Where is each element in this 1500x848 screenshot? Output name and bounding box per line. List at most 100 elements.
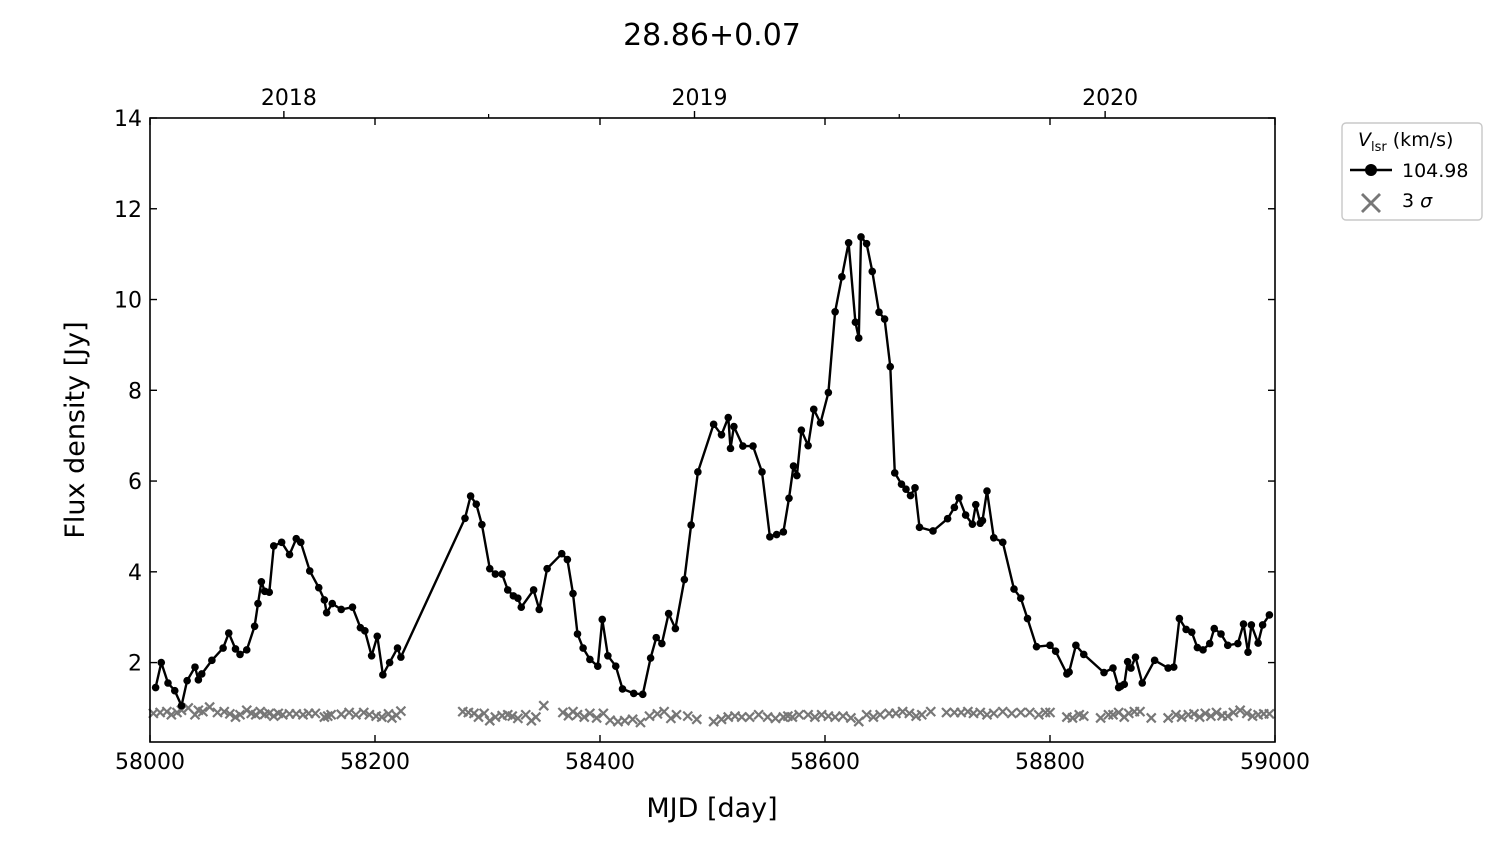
sigma-x-marker — [376, 711, 388, 723]
data-point — [1234, 639, 1242, 648]
data-point — [503, 586, 512, 594]
sigma-x-marker — [762, 711, 773, 723]
sigma-x-marker — [343, 707, 355, 718]
sigma-x-stroke — [762, 711, 773, 723]
sigma-x-stroke — [619, 715, 631, 726]
data-point — [978, 516, 987, 525]
data-point — [224, 629, 233, 637]
data-point — [658, 639, 666, 648]
sigma-x-stroke — [490, 711, 501, 723]
data-point — [1265, 611, 1274, 619]
x-tick-label: 59000 — [1240, 750, 1310, 775]
data-point — [305, 567, 314, 575]
sigma-x-marker — [335, 709, 347, 720]
data-point — [385, 658, 394, 667]
sigma-x-stroke — [212, 707, 223, 718]
data-point — [1016, 594, 1025, 602]
sigma-x-marker — [572, 709, 583, 721]
sigma-x-marker — [665, 713, 677, 724]
top-year-label: 2018 — [261, 86, 317, 111]
sigma-x-marker — [1044, 707, 1056, 718]
sigma-x-stroke — [1234, 704, 1246, 716]
y-tick-label: 14 — [114, 107, 142, 132]
sigma-x-marker — [861, 709, 872, 721]
sigma-x-stroke — [997, 706, 1009, 717]
sigma-x-marker — [671, 709, 682, 721]
data-point — [838, 273, 846, 281]
data-point — [485, 564, 494, 573]
sigma-x-stroke — [204, 701, 215, 713]
sigma-x-marker — [874, 709, 886, 721]
sigma-x-stroke — [1134, 706, 1146, 717]
sigma-x-stroke — [1073, 709, 1085, 721]
sigma-x-stroke — [981, 709, 993, 721]
sigma-x-stroke — [1199, 708, 1211, 719]
sigma-x-marker — [204, 701, 215, 713]
data-point — [1072, 641, 1080, 650]
data-point — [1065, 668, 1073, 676]
sigma-x-stroke — [744, 711, 755, 723]
data-point — [604, 651, 612, 660]
sigma-x-stroke — [218, 706, 230, 717]
data-point — [183, 676, 191, 685]
sigma-x-marker — [1162, 712, 1174, 724]
data-point — [911, 484, 919, 492]
data-point — [998, 538, 1007, 547]
sigma-x-marker — [578, 711, 590, 723]
data-point — [1217, 630, 1225, 638]
sigma-x-stroke — [1024, 707, 1036, 718]
sigma-x-marker — [627, 714, 638, 725]
data-point — [231, 645, 240, 653]
sigma-x-marker — [319, 711, 330, 723]
sigma-x-stroke — [793, 709, 805, 721]
sigma-x-marker — [218, 706, 230, 717]
data-point — [664, 609, 673, 618]
data-point — [593, 662, 602, 671]
data-point — [543, 564, 551, 573]
sigma-x-stroke — [722, 711, 734, 723]
data-point — [687, 521, 695, 529]
sigma-x-stroke — [753, 709, 764, 721]
sigma-x-stroke — [1205, 710, 1217, 722]
sigma-x-marker — [652, 708, 663, 720]
sigma-x-stroke — [598, 708, 609, 719]
data-point — [671, 624, 680, 633]
data-point — [1164, 664, 1172, 672]
sigma-x-marker — [1234, 704, 1246, 716]
data-point — [177, 701, 186, 710]
sigma-x-marker — [736, 711, 748, 723]
data-point — [1100, 668, 1108, 677]
data-point — [929, 527, 937, 535]
sigma-x-marker — [1095, 712, 1106, 724]
y-tick-label: 4 — [128, 561, 142, 586]
sigma-x-marker — [753, 709, 764, 721]
data-point — [1120, 680, 1129, 689]
sigma-x-stroke — [234, 709, 246, 721]
data-point — [579, 644, 587, 652]
legend-title: Vlsr (km/s) — [1358, 129, 1453, 155]
sigma-x-stroke — [1145, 712, 1157, 724]
y-tick-label: 2 — [128, 652, 142, 677]
sigma-x-stroke — [538, 700, 550, 711]
data-point — [320, 596, 329, 604]
data-point — [1032, 642, 1041, 651]
sigma-x-stroke — [635, 717, 646, 728]
sigma-x-stroke — [736, 711, 748, 723]
data-point — [989, 533, 998, 542]
sigma-x-stroke — [861, 709, 872, 721]
sigma-x-stroke — [1222, 710, 1234, 722]
data-point — [191, 663, 199, 671]
sigma-x-marker — [604, 714, 616, 726]
sigma-x-stroke — [277, 709, 289, 721]
data-point — [983, 487, 991, 495]
data-point — [906, 491, 915, 500]
data-point — [1210, 624, 1219, 633]
sigma-x-marker — [744, 711, 755, 723]
data-point — [890, 469, 899, 477]
sigma-x-marker — [484, 715, 496, 726]
data-point — [709, 420, 718, 429]
data-point — [296, 538, 305, 547]
data-point — [285, 550, 294, 559]
sigma-x-stroke — [829, 711, 841, 723]
data-point — [277, 538, 286, 547]
